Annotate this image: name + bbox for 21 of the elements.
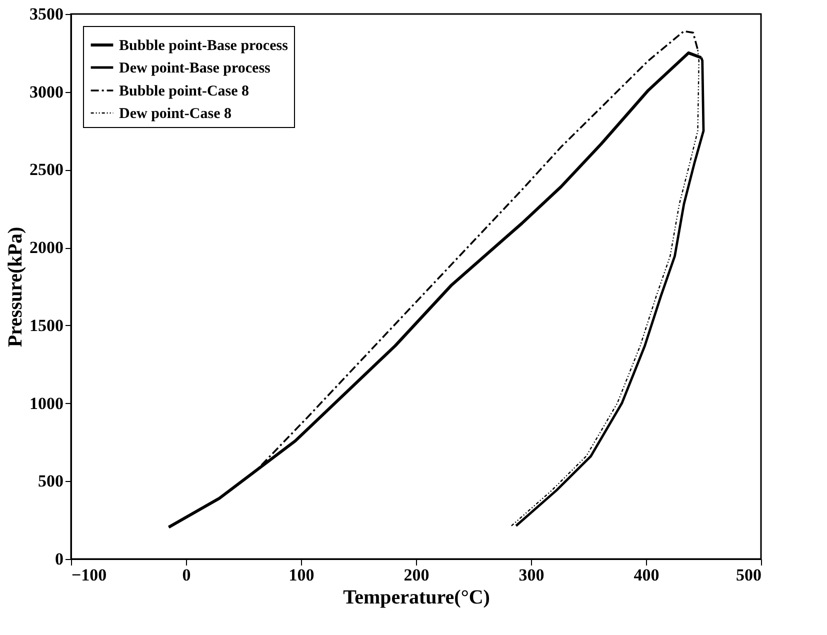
x-tick-label: 100 [288, 566, 314, 584]
x-tick-label: 500 [736, 566, 762, 584]
x-tick-label: 300 [518, 566, 544, 584]
x-tick-label: 0 [182, 566, 191, 584]
y-tick-label: 2500 [30, 160, 64, 180]
y-axis-title: Pressure(kPa) [4, 226, 26, 348]
y-tick-label: 3500 [30, 4, 64, 24]
legend-label: Bubble point-Case 8 [119, 84, 250, 100]
x-tick-label: 200 [404, 566, 430, 584]
y-tick-label: 1000 [30, 394, 64, 413]
legend-label: Dew point-Case 8 [119, 106, 232, 122]
y-tick-label: 3000 [30, 82, 64, 102]
legend-label: Dew point-Base process [119, 60, 271, 76]
y-tick-label: 2000 [30, 238, 64, 258]
x-axis-title: Temperature(°C) [343, 586, 490, 608]
y-tick-label: 500 [38, 472, 64, 491]
y-tick-label: 0 [55, 550, 64, 568]
legend-label: Bubble point-Base process [119, 38, 288, 54]
x-tick-label: 400 [634, 566, 660, 584]
y-tick-label: 1500 [30, 316, 64, 335]
x-tick-label: −100 [72, 566, 107, 584]
